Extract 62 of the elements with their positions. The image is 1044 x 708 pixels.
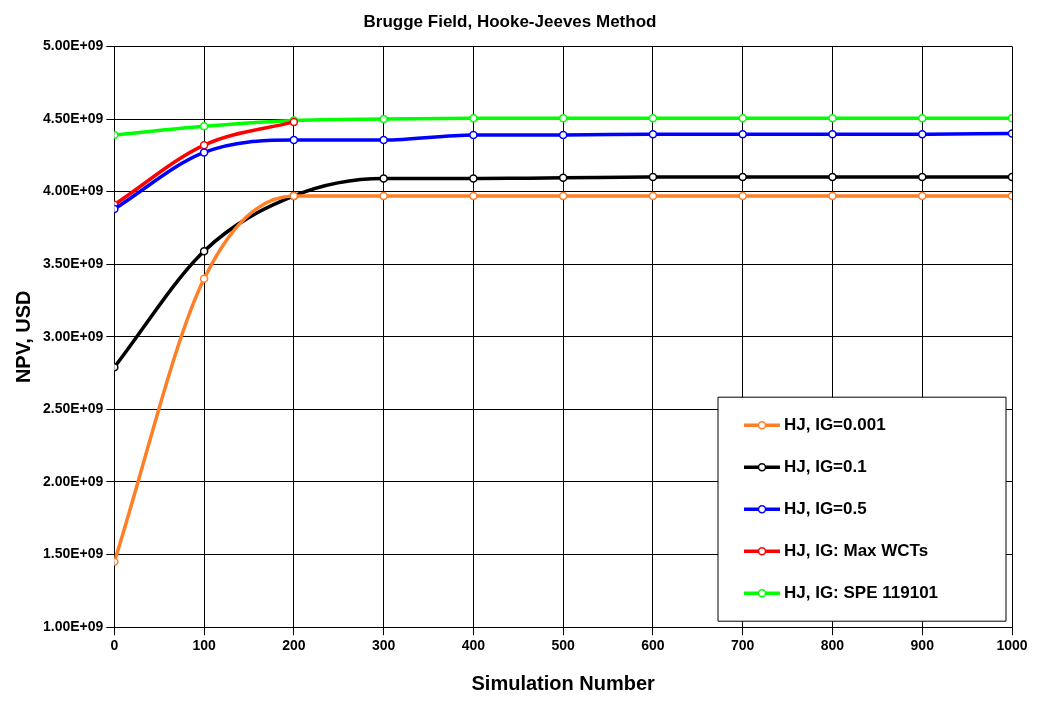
y-tick-label: 3.50E+09 xyxy=(42,255,104,272)
y-tick-label: 1.00E+09 xyxy=(42,618,104,635)
point xyxy=(199,274,209,283)
x-tick-label: 0 xyxy=(110,637,119,654)
point xyxy=(199,246,209,256)
x-tick-label: 600 xyxy=(641,637,665,654)
point xyxy=(828,114,837,123)
point xyxy=(648,130,658,139)
y-tick-label: 1.50E+09 xyxy=(42,545,104,562)
y-tick-label: 4.50E+09 xyxy=(42,109,104,126)
point xyxy=(828,172,837,182)
legend-label: HJ, IG=0.5 xyxy=(784,498,867,518)
point xyxy=(289,135,299,145)
y-axis-title: NPV, USD xyxy=(11,290,34,384)
point xyxy=(379,114,388,124)
point xyxy=(558,191,568,201)
point xyxy=(738,172,747,182)
point xyxy=(379,135,388,145)
point xyxy=(469,191,478,201)
point xyxy=(199,148,209,157)
point xyxy=(828,191,837,201)
x-tick-label: 500 xyxy=(551,637,576,654)
point xyxy=(558,130,568,140)
point xyxy=(917,172,927,182)
y-tick-label: 2.00E+09 xyxy=(42,472,104,489)
x-tick-label: 800 xyxy=(820,637,845,654)
legend-label: HJ, IG=0.1 xyxy=(784,456,867,476)
x-tick-label: 1000 xyxy=(996,637,1028,654)
x-tick-label: 900 xyxy=(910,637,935,654)
point xyxy=(469,174,478,183)
x-tick-label: 700 xyxy=(731,637,755,654)
point xyxy=(648,172,658,182)
point xyxy=(738,191,747,201)
point xyxy=(917,191,927,201)
point xyxy=(558,173,568,183)
point xyxy=(199,140,209,150)
point xyxy=(648,191,658,201)
x-tick-label: 300 xyxy=(371,637,396,654)
point xyxy=(917,114,927,123)
point xyxy=(199,122,209,131)
x-axis-title: Simulation Number xyxy=(471,671,656,694)
x-tick-label: 200 xyxy=(282,637,306,654)
x-tick-label: 400 xyxy=(461,637,486,654)
point xyxy=(738,130,747,139)
point xyxy=(558,114,568,123)
legend-label: HJ, IG: Max WCTs xyxy=(784,540,929,560)
point xyxy=(828,130,837,139)
y-tick-label: 5.00E+09 xyxy=(42,37,104,54)
point xyxy=(469,130,478,140)
point xyxy=(469,114,478,123)
point xyxy=(738,114,747,123)
legend-label: HJ, IG=0.001 xyxy=(784,414,886,434)
y-tick-label: 3.00E+09 xyxy=(42,327,104,344)
x-tick-label: 100 xyxy=(192,637,216,654)
y-tick-label: 2.50E+09 xyxy=(42,400,104,417)
point xyxy=(648,114,658,123)
point xyxy=(917,130,927,139)
y-tick-label: 4.00E+09 xyxy=(42,182,104,199)
point xyxy=(379,191,388,201)
chart-title: Brugge Field, Hooke-Jeeves Method xyxy=(363,11,657,31)
legend-label: HJ, IG: SPE 119101 xyxy=(784,582,939,602)
point xyxy=(379,174,388,183)
